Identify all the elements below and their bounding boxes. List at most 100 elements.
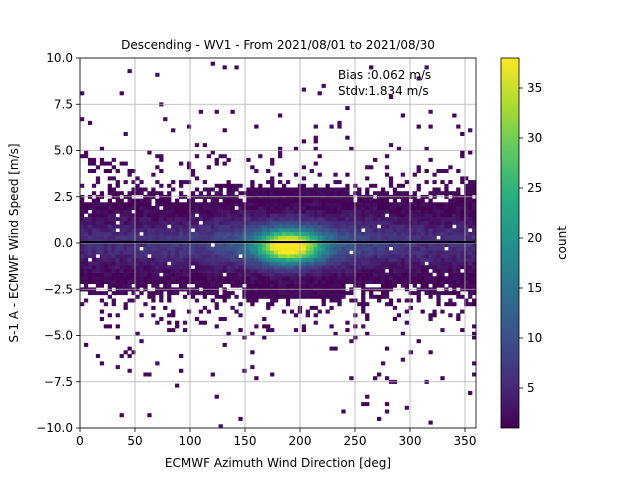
heatmap-cell — [226, 261, 231, 266]
heatmap-cell — [214, 161, 219, 166]
y-tick-label: 0.0 — [54, 236, 73, 250]
heatmap-cell — [444, 231, 449, 236]
heatmap-cell — [151, 231, 156, 236]
heatmap-cell — [214, 257, 219, 262]
heatmap-cell — [262, 254, 267, 259]
heatmap-cell — [95, 220, 101, 225]
heatmap-cell — [388, 280, 394, 284]
heatmap-cell — [107, 272, 112, 277]
heatmap-cell — [317, 191, 322, 196]
heatmap-cell — [266, 305, 271, 310]
heatmap-cell — [147, 294, 152, 299]
heatmap-cell — [408, 291, 413, 296]
heatmap-cell — [345, 261, 350, 266]
heatmap-cell — [198, 283, 204, 288]
heatmap-cell — [163, 268, 168, 273]
heatmap-cell — [278, 220, 283, 225]
heatmap-cell — [285, 231, 291, 236]
heatmap-cell — [123, 268, 128, 273]
heatmap-cell — [420, 254, 425, 259]
heatmap-cell — [464, 206, 469, 210]
heatmap-cell — [171, 209, 176, 214]
heatmap-cell — [408, 243, 413, 247]
heatmap-cell — [234, 276, 239, 281]
heatmap-cell — [111, 291, 116, 296]
heatmap-cell — [266, 261, 271, 266]
heatmap-cell — [412, 217, 417, 222]
heatmap-cell — [388, 276, 394, 281]
heatmap-cell — [369, 202, 374, 207]
heatmap-cell — [420, 228, 425, 233]
heatmap-cell — [218, 246, 223, 251]
heatmap-cell — [345, 291, 350, 296]
heatmap-cell — [186, 217, 192, 222]
heatmap-cell — [119, 198, 124, 203]
heatmap-cell — [107, 198, 112, 203]
heatmap-cell — [440, 213, 445, 218]
heatmap-cell — [159, 183, 164, 188]
heatmap-cell — [171, 224, 176, 229]
heatmap-cell — [325, 250, 330, 255]
heatmap-cell — [190, 206, 196, 210]
heatmap-cell — [103, 272, 109, 277]
heatmap-cell — [190, 280, 196, 284]
heatmap-cell — [167, 231, 172, 236]
heatmap-cell — [380, 268, 386, 273]
heatmap-cell — [206, 224, 211, 229]
heatmap-cell — [147, 220, 152, 225]
heatmap-cell — [99, 272, 105, 277]
heatmap-cell — [147, 228, 152, 233]
heatmap-cell — [325, 209, 330, 214]
heatmap-cell — [147, 413, 152, 418]
heatmap-cell — [218, 254, 223, 259]
heatmap-cell — [305, 224, 310, 229]
heatmap-cell — [111, 280, 116, 284]
heatmap-cell — [349, 228, 354, 233]
heatmap-cell — [396, 183, 402, 188]
heatmap-cell — [365, 209, 370, 214]
heatmap-cell — [218, 209, 223, 214]
heatmap-cell — [246, 191, 251, 196]
heatmap-cell — [131, 254, 136, 259]
heatmap-cell — [337, 272, 342, 277]
heatmap-cell — [472, 361, 477, 366]
heatmap-cell — [396, 191, 402, 196]
heatmap-cell — [167, 298, 172, 303]
heatmap-cell — [210, 224, 215, 229]
heatmap-cell — [226, 224, 231, 229]
heatmap-cell — [131, 202, 136, 207]
heatmap-cell — [131, 257, 136, 262]
heatmap-cell — [388, 180, 394, 185]
heatmap-cell — [424, 213, 429, 218]
heatmap-cell — [460, 176, 465, 181]
heatmap-cell — [87, 276, 93, 281]
heatmap-cell — [444, 243, 449, 247]
heatmap-cell — [329, 294, 334, 299]
heatmap-cell — [440, 217, 445, 222]
heatmap-cell — [380, 257, 386, 262]
heatmap-cell — [456, 206, 461, 210]
heatmap-cell — [202, 235, 208, 240]
heatmap-cell — [198, 250, 204, 255]
heatmap-cell — [424, 65, 429, 70]
heatmap-cell — [432, 180, 437, 185]
heatmap-cell — [289, 198, 295, 203]
heatmap-cell — [119, 91, 124, 96]
heatmap-cell — [428, 228, 433, 233]
heatmap-cell — [329, 235, 334, 240]
heatmap-cell — [444, 235, 449, 240]
heatmap-cell — [155, 228, 160, 233]
heatmap-cell — [198, 257, 204, 262]
heatmap-cell — [285, 265, 291, 270]
heatmap-cell — [115, 217, 120, 222]
heatmap-cell — [103, 246, 109, 251]
heatmap-cell — [163, 261, 168, 266]
heatmap-cell — [218, 154, 223, 159]
heatmap-cell — [182, 220, 188, 225]
heatmap-cell — [274, 213, 279, 218]
heatmap-cell — [341, 213, 346, 218]
heatmap-cell — [202, 220, 208, 225]
heatmap-cell — [194, 254, 200, 259]
heatmap-cell — [464, 246, 469, 251]
heatmap-cell — [266, 324, 271, 329]
